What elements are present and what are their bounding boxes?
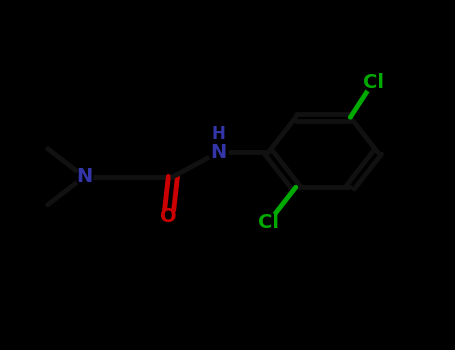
- Text: N: N: [210, 143, 227, 162]
- Text: Cl: Cl: [258, 213, 279, 232]
- Text: H: H: [212, 125, 225, 143]
- Text: N: N: [76, 167, 92, 186]
- Text: O: O: [160, 208, 177, 226]
- Text: Cl: Cl: [363, 73, 384, 92]
